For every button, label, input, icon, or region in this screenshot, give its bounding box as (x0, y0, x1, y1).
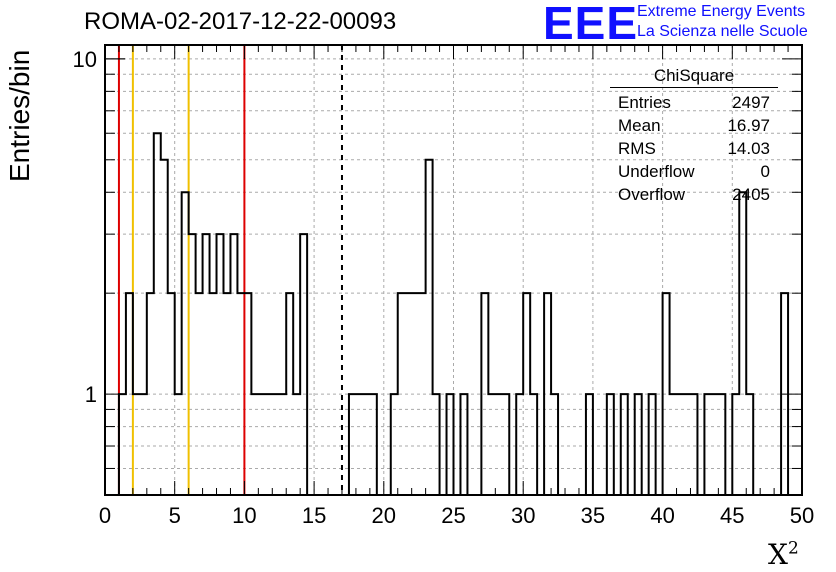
x-tick-label: 10 (232, 503, 256, 528)
x-tick-label: 35 (581, 503, 605, 528)
histogram-bin (189, 234, 196, 495)
x-tick-label: 30 (511, 503, 535, 528)
stats-value: 2405 (732, 185, 770, 204)
histogram-bin (300, 234, 307, 495)
stats-row-mean: Mean 16.97 (610, 114, 778, 137)
logo-subtitle-line2: La Scienza nelle Scuole (637, 23, 808, 40)
histogram-bin (203, 234, 210, 495)
logo-subtitle-line1: Extreme Energy Events (637, 3, 806, 20)
x-tick-label: 50 (790, 503, 814, 528)
stats-label: Entries (618, 93, 671, 112)
x-tick-label: 5 (169, 503, 181, 528)
x-tick-label: 25 (441, 503, 465, 528)
histogram-bin (230, 234, 237, 495)
stats-label: Overflow (618, 185, 686, 204)
stats-value: 2497 (732, 93, 770, 112)
histogram-bin (217, 234, 224, 495)
stats-row-underflow: Underflow 0 (610, 160, 778, 183)
stats-row-rms: RMS 14.03 (610, 137, 778, 160)
x-tick-label: 45 (720, 503, 744, 528)
stats-value: 0 (760, 162, 770, 181)
histogram-bin (161, 160, 168, 495)
stats-label: Underflow (618, 162, 695, 181)
x-tick-label: 40 (650, 503, 674, 528)
x-axis-label-text: X (768, 538, 788, 571)
x-tick-label: 0 (99, 503, 111, 528)
x-tick-label: 15 (302, 503, 326, 528)
axes: 0 5 10 15 20 25 30 35 40 45 50 1 10 (73, 44, 814, 528)
y-tick-label: 1 (85, 382, 97, 407)
histogram-bin (739, 192, 746, 495)
chart-title: ROMA-02-2017-12-22-00093 (84, 8, 397, 35)
histogram-outline (117, 132, 790, 495)
x-tick-label: 20 (372, 503, 396, 528)
stats-box-title: ChiSquare (610, 66, 778, 88)
stats-row-entries: Entries 2497 (610, 91, 778, 114)
histogram-bin (154, 133, 161, 495)
stats-value: 16.97 (727, 116, 770, 135)
y-tick-label: 10 (73, 47, 97, 72)
stats-box: ChiSquare Entries 2497 Mean 16.97 RMS 14.03 Un… (610, 66, 778, 206)
stats-label: Mean (618, 116, 661, 135)
stats-value: 14.03 (727, 139, 770, 158)
x-axis-label-superscript: 2 (787, 538, 799, 559)
stats-row-overflow: Overflow 2405 (610, 183, 778, 206)
histogram-bin (426, 160, 433, 495)
x-axis-label: X2 (768, 538, 799, 571)
histogram-bins (117, 132, 790, 495)
histogram-bin (182, 192, 189, 495)
eee-logo: EEE (543, 0, 639, 49)
stats-label: RMS (618, 139, 656, 158)
